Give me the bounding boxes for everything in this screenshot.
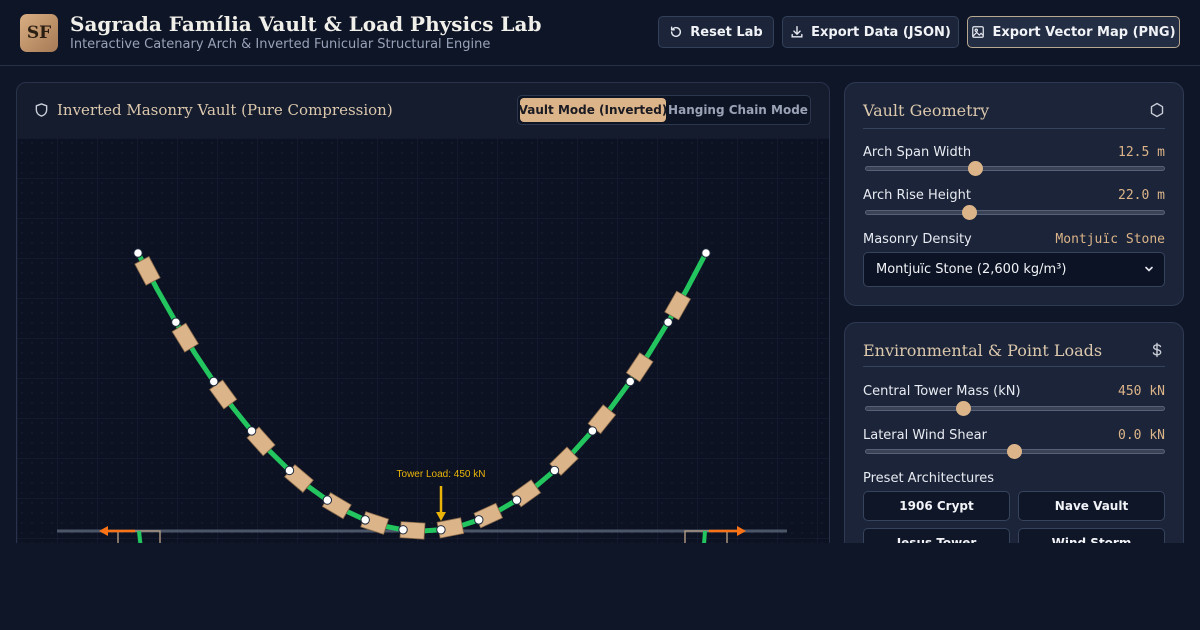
- joint-node: [474, 515, 484, 525]
- tower-load-marker: Tower Load: 450 kN: [397, 469, 486, 521]
- right-thrust-arrowhead: [737, 526, 746, 536]
- export-png-label: Export Vector Map (PNG): [992, 24, 1176, 40]
- tower-load-label: Tower Load: 450 kN: [397, 469, 486, 480]
- app-subtitle: Interactive Catenary Arch & Inverted Fun…: [70, 37, 491, 52]
- page-background: [0, 543, 1200, 630]
- voussoir-block: [134, 255, 161, 286]
- joint-node: [625, 376, 635, 387]
- presets-label: Preset Architectures: [863, 471, 995, 486]
- voussoir-block: [171, 322, 199, 353]
- joint-node: [663, 317, 673, 327]
- loads-title: Environmental & Point Loads: [863, 341, 1103, 360]
- mode-toggle: Vault Mode (Inverted) Hanging Chain Mode: [517, 95, 811, 125]
- joint-node: [360, 515, 370, 525]
- wind-shear-slider[interactable]: [865, 444, 1165, 459]
- density-select[interactable]: Montjuïc Stone (2,600 kg/m³): [863, 252, 1165, 287]
- divider: [863, 366, 1165, 367]
- preset-1906-crypt-button[interactable]: 1906 Crypt: [863, 491, 1010, 521]
- span-label: Arch Span Width: [863, 145, 972, 160]
- tower-mass-slider[interactable]: [865, 401, 1165, 416]
- voussoir-block: [664, 290, 692, 321]
- wind-shear-value: 0.0 kN: [1118, 428, 1165, 443]
- joint-node: [511, 495, 522, 505]
- wind-shear-label: Lateral Wind Shear: [863, 428, 987, 443]
- density-label: Masonry Density: [863, 232, 972, 247]
- rise-value: 22.0 m: [1118, 188, 1165, 203]
- image-icon: [972, 26, 985, 38]
- export-png-button[interactable]: Export Vector Map (PNG): [967, 16, 1180, 48]
- span-value: 12.5 m: [1118, 145, 1165, 160]
- rise-slider-thumb[interactable]: [962, 205, 978, 220]
- loads-card: Environmental & Point Loads Central Towe…: [844, 322, 1184, 582]
- export-json-button[interactable]: Export Data (JSON): [782, 16, 959, 48]
- viewport-header: Inverted Masonry Vault (Pure Compression…: [17, 83, 829, 139]
- voussoir-block: [625, 352, 654, 383]
- rise-slider[interactable]: [865, 205, 1165, 220]
- joint-node: [436, 525, 446, 535]
- joint-node: [701, 248, 711, 258]
- reset-icon: [671, 26, 682, 38]
- vault-canvas[interactable]: Tower Load: 450 kN: [17, 138, 829, 553]
- joint-node: [398, 525, 408, 535]
- tower-mass-label: Central Tower Mass (kN): [863, 384, 1021, 399]
- load-arrow-icon: [436, 512, 446, 521]
- vault-geometry-title: Vault Geometry: [863, 101, 990, 120]
- app-title: Sagrada Família Vault & Load Physics Lab: [70, 12, 542, 36]
- joint-node: [246, 426, 257, 436]
- joint-node: [133, 248, 143, 258]
- vault-geometry-card: Vault Geometry Arch Span Width 12.5 m Ar…: [844, 82, 1184, 306]
- span-slider[interactable]: [865, 161, 1165, 176]
- viewport-title: Inverted Masonry Vault (Pure Compression…: [57, 101, 393, 119]
- app-header: SF Sagrada Família Vault & Load Physics …: [0, 0, 1200, 66]
- span-slider-thumb[interactable]: [968, 161, 984, 176]
- dollar-icon: [1152, 342, 1162, 358]
- divider: [863, 128, 1165, 129]
- joint-node: [284, 465, 295, 476]
- rise-label: Arch Rise Height: [863, 188, 971, 203]
- joint-node: [549, 465, 560, 476]
- joint-node: [171, 317, 181, 327]
- density-select-value: Montjuïc Stone (2,600 kg/m³): [876, 262, 1067, 277]
- joint-node: [322, 495, 333, 505]
- reset-lab-label: Reset Lab: [690, 24, 763, 40]
- vault-viewport-panel: Inverted Masonry Vault (Pure Compression…: [16, 82, 830, 554]
- wind-shear-slider-thumb[interactable]: [1007, 444, 1022, 459]
- app-logo: SF: [20, 14, 58, 52]
- vault-mode-button[interactable]: Vault Mode (Inverted): [519, 98, 667, 122]
- hanging-chain-mode-button[interactable]: Hanging Chain Mode: [668, 103, 808, 117]
- preset-nave-vault-button[interactable]: Nave Vault: [1018, 491, 1165, 521]
- reset-lab-button[interactable]: Reset Lab: [658, 16, 774, 48]
- tower-mass-value: 450 kN: [1118, 384, 1165, 399]
- left-thrust-arrowhead: [99, 526, 108, 536]
- joint-node: [209, 376, 219, 387]
- download-icon: [791, 26, 803, 38]
- hexagon-icon: [1150, 102, 1164, 118]
- density-value: Montjuïc Stone: [1055, 232, 1165, 247]
- tower-mass-slider-thumb[interactable]: [956, 401, 972, 416]
- joint-node: [587, 426, 598, 436]
- export-json-label: Export Data (JSON): [811, 24, 951, 40]
- chevron-down-icon: [1145, 266, 1153, 272]
- shield-icon: [35, 103, 48, 117]
